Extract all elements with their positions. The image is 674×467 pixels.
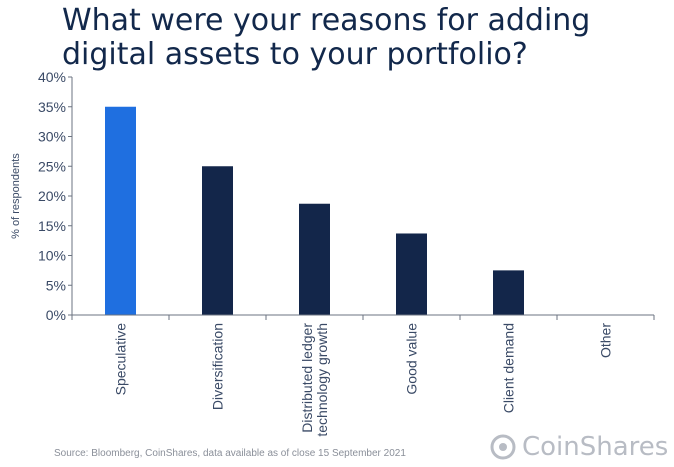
y-tick-label: 0% xyxy=(46,307,66,323)
y-tick-label: 10% xyxy=(38,248,66,264)
y-axis: 0% 5% 10% 15% 20% 25% 30% 35% 40% xyxy=(38,69,73,323)
brand-logo: CoinShares xyxy=(490,432,668,462)
page-title: What were your reasons for adding digita… xyxy=(62,3,591,72)
bar xyxy=(396,233,427,315)
bar xyxy=(105,106,136,315)
y-tick-label: 35% xyxy=(38,99,66,115)
y-axis-label: % of respondents xyxy=(10,153,22,239)
x-tick-label: technology growth xyxy=(314,323,330,437)
x-tick-label: Client demand xyxy=(501,323,517,413)
source-note: Source: Bloomberg, CoinShares, data avai… xyxy=(54,448,406,459)
x-tick-label: Diversification xyxy=(210,323,226,410)
bar xyxy=(202,166,233,315)
y-tick-label: 25% xyxy=(38,158,66,174)
y-tick-label: 40% xyxy=(38,69,66,85)
y-tick-label: 15% xyxy=(38,218,66,234)
x-tick-label: Speculative xyxy=(113,323,129,396)
bars xyxy=(105,106,524,315)
coinshares-logo-icon xyxy=(490,434,516,460)
x-tick-label: Good value xyxy=(404,323,420,395)
y-tick-label: 5% xyxy=(46,277,66,293)
y-tick-label: 30% xyxy=(38,129,66,145)
y-tick-label: 20% xyxy=(38,188,66,204)
bar xyxy=(299,203,330,315)
bar xyxy=(493,270,524,315)
x-tick-label: Other xyxy=(598,323,614,358)
x-tick-label: Distributed ledger xyxy=(299,323,315,433)
brand-name: CoinShares xyxy=(522,432,669,462)
x-axis: Speculative Diversification Distributed le… xyxy=(71,314,655,437)
